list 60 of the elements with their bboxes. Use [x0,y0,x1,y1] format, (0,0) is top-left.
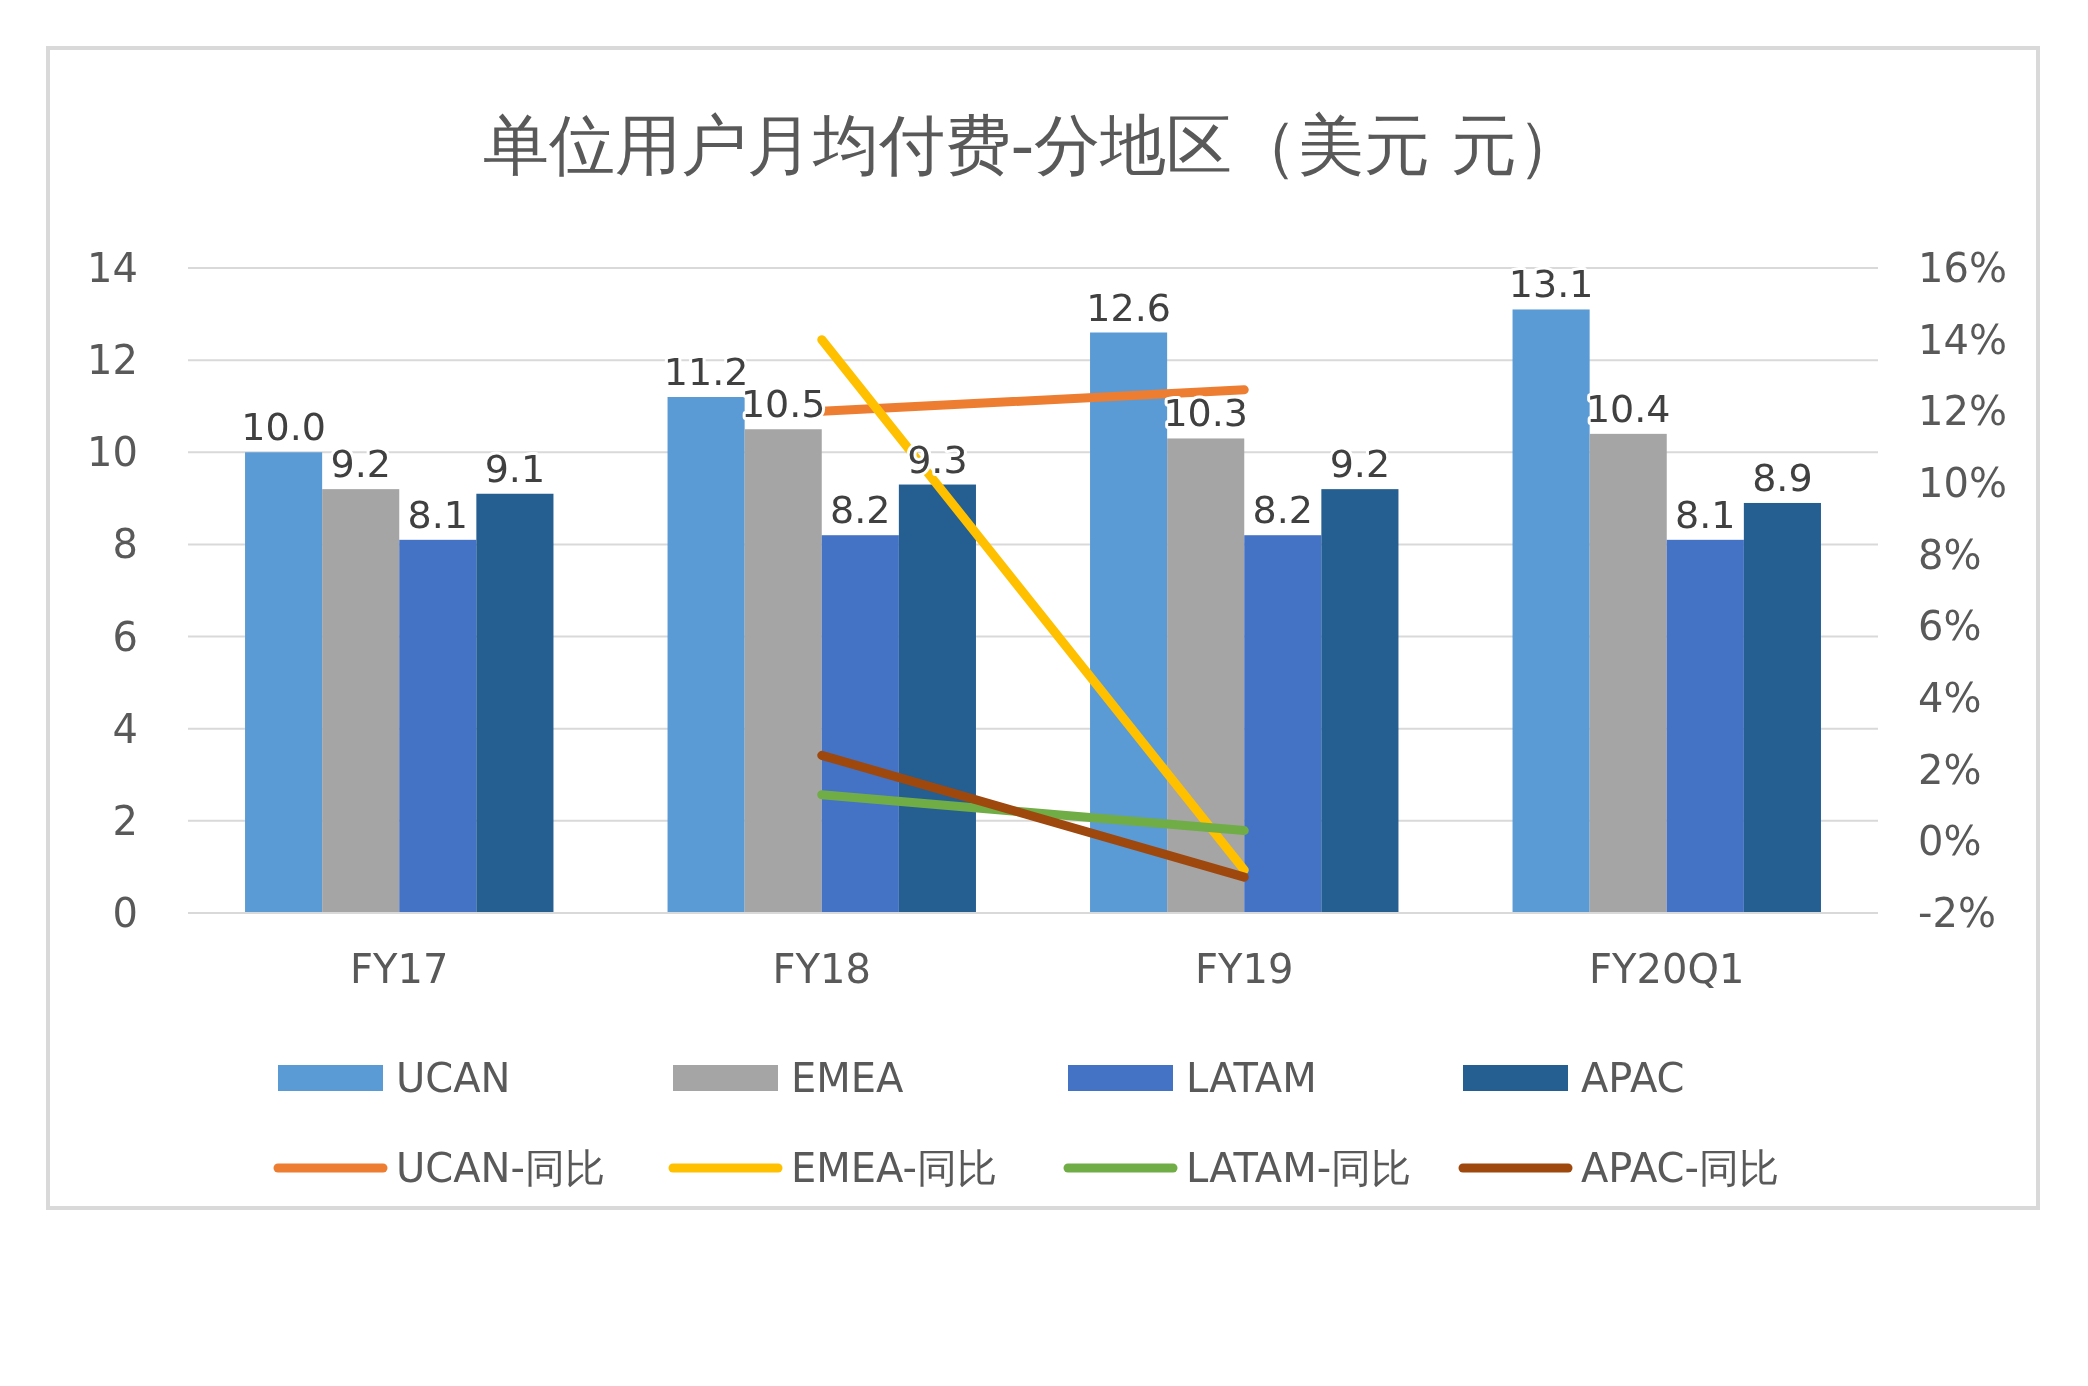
legend-label: EMEA-同比 [791,1145,997,1191]
y-tick-label: 14 [87,245,138,291]
legend-label: APAC-同比 [1581,1145,1779,1191]
y2-tick-label: 6% [1918,603,1982,650]
y2-tick-label: 8% [1918,531,1982,578]
data-label: 8.9 [1752,455,1813,500]
bar [667,397,745,913]
y2-tick-label: 2% [1918,746,1982,793]
bar [1666,539,1744,913]
bar [1167,438,1245,913]
data-label: 9.2 [330,442,391,487]
bar [744,429,822,913]
data-label: 10.4 [1585,386,1671,431]
data-label: 8.2 [1252,488,1314,533]
y2-tick-label: 10% [1918,460,2007,506]
data-label: 9.1 [484,446,546,491]
bar [1321,489,1399,913]
legend-label: LATAM [1186,1055,1317,1101]
bar [399,539,477,913]
data-label: 8.1 [407,492,469,537]
x-tick-label: FY19 [1195,946,1294,992]
bar [476,493,554,913]
y2-tick-label: 4% [1918,675,1982,721]
bar [821,535,899,913]
x-tick-label: FY18 [772,946,871,992]
data-label: 12.6 [1086,285,1171,330]
bar [898,484,976,913]
legend-label: LATAM-同比 [1186,1145,1412,1191]
data-label: 9.2 [1329,442,1391,487]
legend-label: EMEA [791,1055,905,1101]
y2-tick-label: 14% [1918,316,2007,363]
y2-tick-label: -2% [1918,890,1996,936]
y-tick-label: 0 [112,890,138,936]
y-tick-label: 12 [87,337,138,384]
chart-title: 单位用户月均付费-分地区（美元 元） [482,107,1584,184]
data-label: 8.1 [1675,492,1736,537]
y-tick-label: 2 [112,797,138,844]
y-tick-label: 4 [112,705,138,752]
legend-label: UCAN [396,1055,511,1101]
bar [1589,433,1667,913]
bar [1090,332,1168,913]
legend-label: APAC [1581,1055,1685,1101]
bar [1512,309,1590,913]
bar [1743,502,1821,913]
y-tick-label: 8 [112,521,138,568]
bar [1244,535,1322,913]
y-tick-label: 6 [112,613,138,660]
legend-label: UCAN-同比 [396,1145,605,1191]
bar [245,452,323,913]
data-label: 10.0 [241,405,326,450]
x-tick-label: FY20Q1 [1589,946,1745,992]
y2-tick-label: 12% [1918,388,2007,435]
data-label: 8.2 [830,488,891,533]
data-label: 10.3 [1163,391,1248,436]
y2-tick-label: 16% [1918,245,2007,291]
y-tick-label: 10 [87,429,138,476]
x-tick-label: FY17 [350,946,449,992]
bar [322,489,400,913]
data-label: 13.1 [1508,262,1594,307]
y2-tick-label: 0% [1918,818,1982,865]
